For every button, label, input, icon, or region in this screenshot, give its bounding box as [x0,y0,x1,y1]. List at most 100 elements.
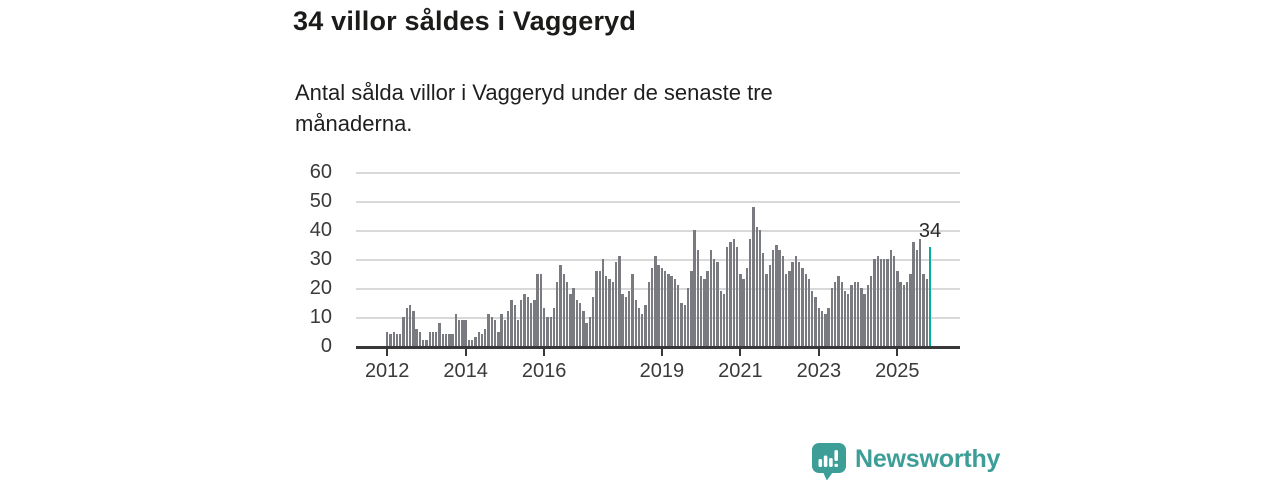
bar [693,230,696,346]
bar [487,314,490,346]
bar [392,331,395,346]
bar [748,238,752,346]
bar [713,259,716,346]
bar [585,322,588,346]
bar [833,282,837,346]
bar [775,244,778,346]
bar [611,282,615,346]
bar [490,317,494,346]
bar [592,296,595,346]
bar [529,302,533,346]
bar [575,299,579,346]
bar [513,305,516,346]
y-tick-label: 10 [309,306,332,328]
bar [582,311,585,346]
bar [565,282,569,346]
bar [542,308,546,346]
bar [654,256,657,346]
bar [663,270,667,346]
bar [896,270,899,346]
bar [919,238,922,346]
bar [794,256,798,346]
y-tick-label: 20 [309,277,332,299]
bar [853,282,856,346]
bar [843,290,847,346]
bar [788,270,791,346]
y-tick-label: 40 [309,219,332,241]
bar [500,314,503,346]
bar [699,276,703,346]
bar [559,264,562,346]
bar [605,276,608,346]
bar [837,276,840,346]
bar [510,299,513,346]
bar [807,279,811,346]
bar [771,250,775,346]
bar [562,273,565,346]
bar [879,259,883,346]
bar [634,299,637,346]
x-tick-label: 2012 [364,360,410,382]
gridline [356,230,960,232]
bar [457,319,461,346]
bar [768,264,771,346]
x-axis-tick [543,349,546,356]
brand-wordmark: Newsworthy [855,445,1001,473]
bar [912,241,915,346]
bar [686,288,690,346]
bar [650,267,654,346]
bar [856,282,860,346]
bar [644,305,647,346]
bar [673,279,677,346]
bar [814,296,817,346]
bar [706,270,709,346]
bar [680,302,683,346]
bar [915,250,919,346]
bar [784,273,788,346]
bar [428,331,431,346]
x-tick-label: 2014 [443,360,488,382]
bar [598,270,601,346]
bar [791,261,794,346]
bar [690,270,693,346]
x-tick-label: 2016 [521,360,567,382]
x-axis-tick [896,349,899,356]
bar [716,261,719,346]
bar [595,270,598,346]
bar [549,317,552,346]
bar [866,285,870,346]
bar [516,319,520,346]
x-tick-label: 2021 [718,360,763,382]
x-axis-tick [660,349,663,356]
bar [840,282,843,346]
bar [572,288,575,346]
bar [399,334,402,346]
bar [647,282,650,346]
bar [601,259,605,346]
bar [536,273,539,346]
bar [860,288,863,346]
bar [729,241,732,346]
bar-chart: 2012 2014 2016 2019 2021 2023 2025 34 [356,172,960,382]
bar [431,331,435,346]
y-tick-label: 60 [309,161,332,183]
bar [820,311,824,346]
x-tick-label: 2019 [639,360,685,382]
bar [889,250,892,346]
bar [484,328,487,346]
highlight-value-label: 34 [918,220,942,243]
bar [726,247,729,346]
bar [546,317,549,346]
bar [402,317,405,346]
x-axis-tick [739,349,742,356]
bar [892,256,896,346]
bar [696,250,700,346]
bar [614,261,618,346]
bar [461,319,464,346]
bar [425,340,428,346]
bar [801,267,804,346]
brand-footer: Newsworthy [812,443,1000,480]
bar [386,331,389,346]
bar [556,282,559,346]
